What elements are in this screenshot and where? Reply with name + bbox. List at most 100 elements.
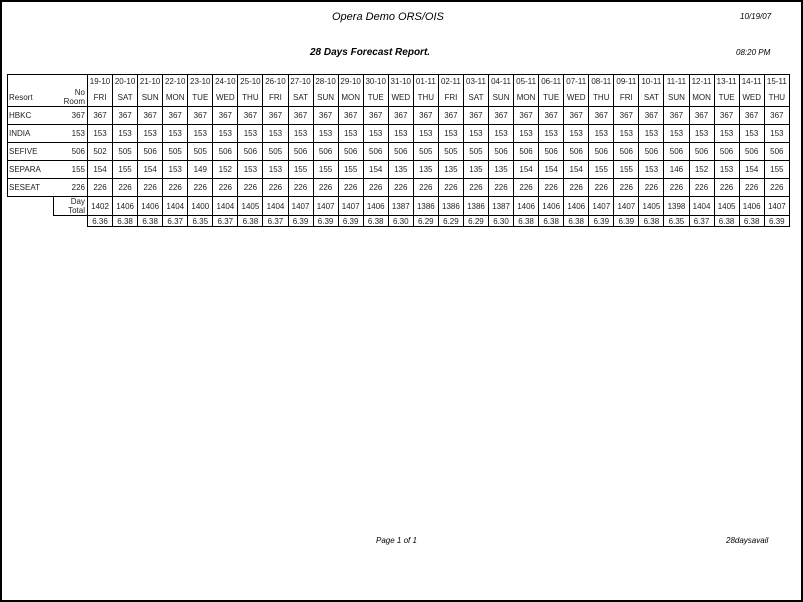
availability-value: 506 — [763, 142, 791, 161]
availability-value: 153 — [237, 160, 264, 179]
no-room-value: 506 — [53, 142, 88, 161]
blank — [54, 216, 88, 227]
day-header: THU — [237, 88, 264, 107]
day-header: MON — [688, 88, 715, 107]
day-total-value: 1386 — [462, 196, 490, 216]
forecast-table: 19-10 20-10 21-10 22-10 23-10 24-10 25-10 26-10… — [7, 74, 791, 227]
ratio-value: 6.39 — [337, 215, 364, 227]
date-header: 20-10 — [112, 74, 139, 88]
no-room-value: 155 — [53, 160, 88, 179]
availability-value: 367 — [362, 106, 389, 125]
day-total-value: 1404 — [262, 196, 289, 216]
report-title: 28 Days Forecast Report. — [310, 47, 431, 58]
availability-value: 226 — [287, 178, 314, 197]
ratio-value: 6.39 — [763, 215, 791, 227]
availability-value: 154 — [563, 160, 590, 179]
availability-value: 153 — [638, 160, 665, 179]
availability-value: 154 — [137, 160, 164, 179]
ratio-value: 6.35 — [187, 215, 214, 227]
day-header: SUN — [487, 88, 515, 107]
availability-value: 155 — [763, 160, 791, 179]
availability-value: 153 — [262, 124, 289, 143]
availability-value: 153 — [437, 124, 464, 143]
availability-value: 367 — [137, 106, 164, 125]
no-room-value: 153 — [53, 124, 88, 143]
availability-value: 367 — [613, 106, 640, 125]
availability-value: 153 — [112, 124, 139, 143]
availability-value: 506 — [237, 142, 264, 161]
availability-value: 153 — [387, 124, 414, 143]
day-header: SAT — [638, 88, 665, 107]
day-header: FRI — [613, 88, 640, 107]
day-total-value: 1404 — [688, 196, 715, 216]
availability-value: 153 — [713, 124, 740, 143]
availability-value: 367 — [337, 106, 364, 125]
day-header: MON — [337, 88, 364, 107]
date-header: 07-11 — [563, 74, 590, 88]
ratio-value: 6.37 — [162, 215, 189, 227]
report-date: 10/19/07 — [740, 12, 772, 21]
date-header: 22-10 — [162, 74, 189, 88]
day-total-value: 1406 — [362, 196, 389, 216]
availability-value: 153 — [688, 124, 715, 143]
ratio-value: 6.39 — [287, 215, 314, 227]
day-header: FRI — [86, 88, 114, 107]
ratio-value: 6.37 — [688, 215, 715, 227]
day-header: WED — [738, 88, 765, 107]
availability-value: 367 — [688, 106, 715, 125]
blank — [8, 216, 54, 227]
day-header: TUE — [187, 88, 214, 107]
ratio-value: 6.38 — [137, 215, 164, 227]
availability-value: 506 — [738, 142, 765, 161]
date-header: 06-11 — [538, 74, 565, 88]
day-header: FRI — [262, 88, 289, 107]
date-header: 03-11 — [462, 74, 490, 88]
availability-value: 154 — [738, 160, 765, 179]
day-header: SAT — [287, 88, 314, 107]
ratio-value: 6.37 — [262, 215, 289, 227]
availability-value: 367 — [312, 106, 339, 125]
availability-value: 153 — [162, 124, 189, 143]
ratio-value: 6.38 — [513, 215, 540, 227]
availability-value: 153 — [513, 124, 540, 143]
day-total-value: 1386 — [437, 196, 464, 216]
availability-value: 226 — [713, 178, 740, 197]
day-total-value: 1405 — [713, 196, 740, 216]
availability-value: 135 — [412, 160, 439, 179]
availability-value: 155 — [613, 160, 640, 179]
ratio-value: 6.30 — [487, 215, 515, 227]
date-header: 31-10 — [387, 74, 414, 88]
resort-name: SEPARA — [7, 160, 54, 179]
date-header: 25-10 — [237, 74, 264, 88]
blank — [8, 197, 54, 216]
availability-value: 153 — [487, 124, 515, 143]
day-total-value: 1407 — [337, 196, 364, 216]
availability-value: 367 — [437, 106, 464, 125]
availability-value: 367 — [538, 106, 565, 125]
day-total-value: 1406 — [513, 196, 540, 216]
day-total-value: 1406 — [137, 196, 164, 216]
date-header: 12-11 — [688, 74, 715, 88]
availability-value: 153 — [187, 124, 214, 143]
day-header: WED — [563, 88, 590, 107]
ratio-value: 6.36 — [86, 215, 114, 227]
availability-value: 226 — [487, 178, 515, 197]
table-row: SEPARA 155 154 155 154 153 149 152 153 153 155 155 1… — [7, 160, 791, 179]
availability-value: 506 — [513, 142, 540, 161]
availability-value: 367 — [663, 106, 690, 125]
date-header: 24-10 — [212, 74, 239, 88]
date-header: 04-11 — [487, 74, 515, 88]
availability-value: 506 — [538, 142, 565, 161]
availability-value: 367 — [387, 106, 414, 125]
availability-value: 226 — [663, 178, 690, 197]
availability-value: 506 — [487, 142, 515, 161]
availability-value: 506 — [337, 142, 364, 161]
table-row: INDIA 153 153 153 153 153 153 153 153 153 153 153 15… — [7, 124, 791, 143]
availability-value: 367 — [412, 106, 439, 125]
day-total-value: 1404 — [162, 196, 189, 216]
resort-column-header: Resort — [7, 88, 54, 107]
day-total-value: 1400 — [187, 196, 214, 216]
availability-value: 154 — [538, 160, 565, 179]
ratio-value: 6.30 — [387, 215, 414, 227]
day-total-value: 1398 — [663, 196, 690, 216]
